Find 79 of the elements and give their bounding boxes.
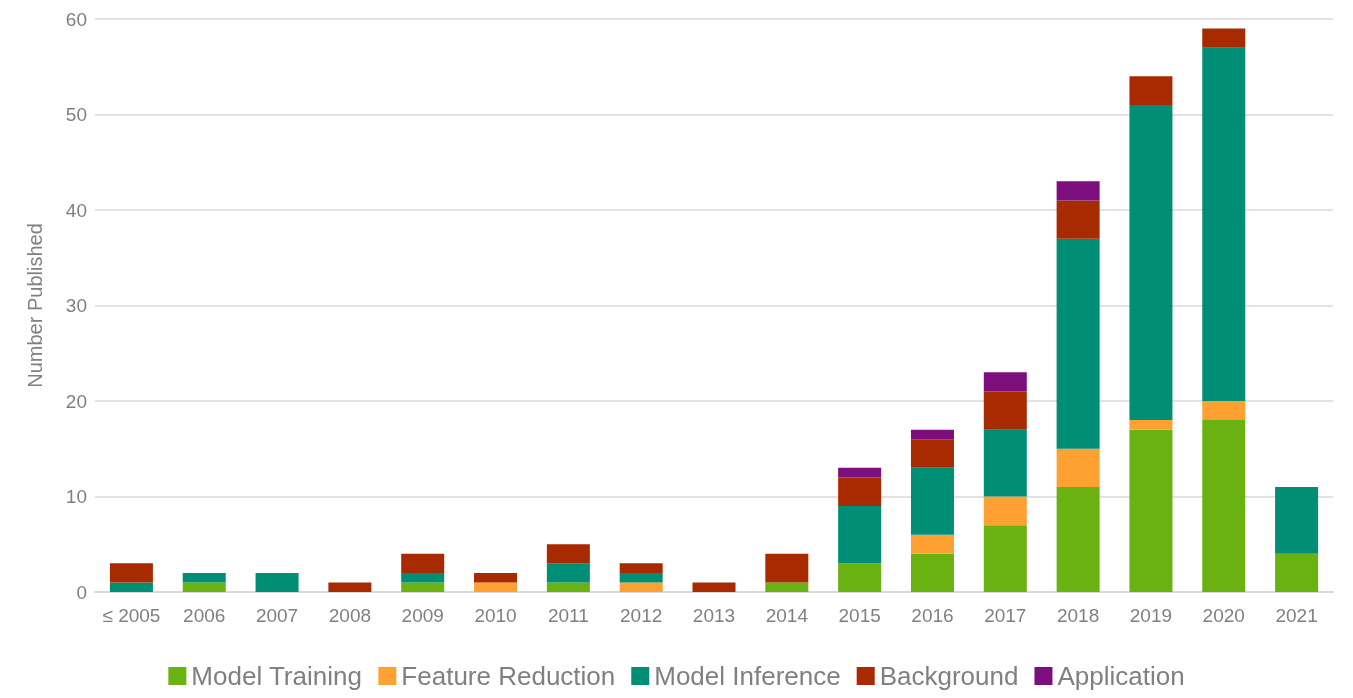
bar [910,467,954,535]
bar [765,582,809,592]
bar [983,372,1027,392]
bar [1202,28,1246,48]
x-tick-label: 2014 [765,605,809,626]
bar [546,563,590,583]
bar [546,544,590,564]
x-tick-label: 2017 [984,605,1027,626]
x-tick-label: 2009 [401,605,444,626]
bar [328,582,372,592]
bar [1202,47,1246,401]
x-tick-label: 2015 [838,605,881,626]
legend-label: Model Inference [654,661,841,691]
bar [838,563,882,592]
bar [619,572,663,583]
bar [1129,429,1173,592]
y-tick-label: 30 [65,295,87,316]
bar [182,572,226,583]
bar [983,496,1027,526]
bar [1129,104,1173,421]
bar [401,582,445,592]
x-tick-label: 2019 [1129,605,1173,626]
bar [1056,448,1100,487]
x-tick-label: 2010 [474,605,517,626]
bar [910,439,954,468]
y-tick-label: 50 [65,104,87,125]
bar [474,572,518,583]
x-tick-label: 2012 [620,605,663,626]
bar [401,572,445,583]
bar [1129,420,1173,430]
bar [182,582,226,592]
bar [255,572,299,592]
bar [1202,401,1246,421]
bar [109,563,153,583]
bar [546,582,590,592]
bar [910,534,954,554]
bar [109,582,153,592]
bar [474,582,518,592]
bar [619,563,663,573]
x-tick-label: 2011 [547,605,589,626]
bar [1129,76,1173,105]
bar [1275,553,1319,592]
x-tick-label: 2013 [692,605,736,626]
y-tick-label: 0 [76,581,87,603]
legend-label: Application [1057,661,1185,691]
bar [910,553,954,592]
bar [692,582,736,592]
bar [401,553,445,573]
bar [983,391,1027,430]
legend-label: Model Training [191,661,362,691]
y-tick-label: 60 [65,8,87,30]
x-tick-label: ≤ 2005 [102,605,161,626]
bar [619,582,663,592]
x-tick-label: 2008 [328,605,372,626]
legend-label: Background [879,661,1019,691]
bar [765,553,809,583]
bar [838,506,882,564]
x-tick-label: 2016 [911,605,954,626]
bar [1056,181,1100,201]
bar [983,429,1027,497]
x-tick-label: 2006 [183,605,226,626]
bar [1056,238,1100,449]
y-tick-label: 40 [65,199,87,221]
y-tick-label: 20 [65,390,87,412]
legend-label: Feature Reduction [401,661,616,691]
x-tick-label: 2007 [255,605,299,626]
bar [1202,420,1246,592]
y-tick-label: 10 [65,486,87,507]
x-tick-label: 2021 [1275,605,1318,626]
bar [838,477,882,507]
bar [983,525,1027,592]
bar [1056,200,1100,239]
bar [1056,486,1100,592]
bar [838,467,882,478]
bar [1275,486,1319,554]
x-tick-label: 2020 [1202,605,1245,626]
bar [910,429,954,440]
x-tick-label: 2018 [1056,605,1100,626]
y-axis-title: Number Published [24,223,46,388]
